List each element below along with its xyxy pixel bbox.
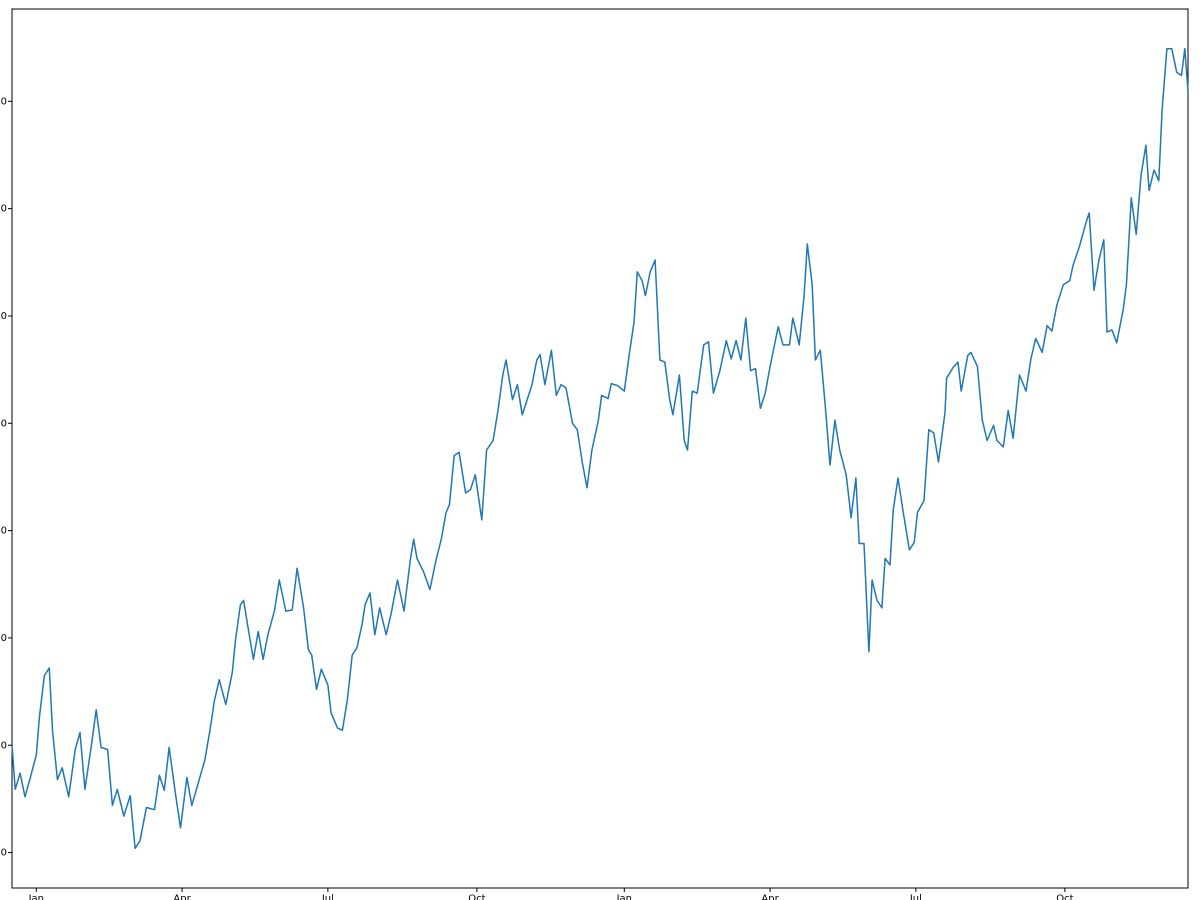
y-tick-label: 30 [0, 848, 7, 859]
y-tick-label: 90 [0, 204, 7, 215]
x-tick-label: Oct [1056, 893, 1073, 900]
x-tick-label: Jul [909, 893, 922, 900]
y-tick-label: 80 [0, 311, 7, 322]
y-tick-label: 70 [0, 418, 7, 429]
x-tick-label: Jan [616, 893, 632, 900]
y-tick-label: 60 [0, 526, 7, 537]
y-tick-label: 100 [0, 96, 7, 107]
y-tick-label: 50 [0, 633, 7, 644]
line-series [11, 47, 1189, 850]
x-tick-label: Jul [321, 893, 334, 900]
y-tick-label: 40 [0, 740, 7, 751]
plot-frame [11, 8, 1189, 889]
x-tick-label: Apr [761, 893, 779, 900]
x-tick-label: Apr [173, 893, 191, 900]
x-tick-label: Jan [28, 893, 44, 900]
x-tick-label: Oct [468, 893, 485, 900]
